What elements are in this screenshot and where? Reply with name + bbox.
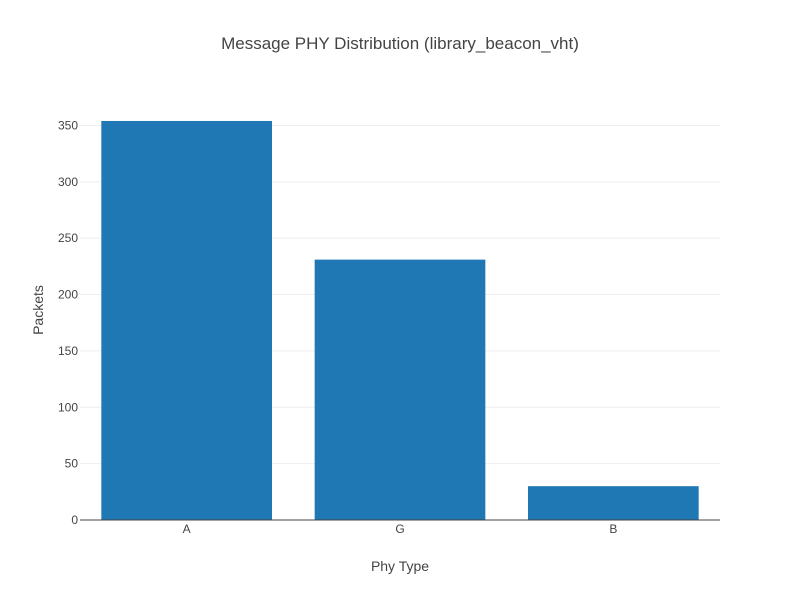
x-tick-label-B: B [609, 522, 617, 536]
x-axis-title: Phy Type [370, 558, 430, 574]
bar-A[interactable] [101, 120, 272, 520]
y-tick-label-100: 100 [58, 400, 78, 414]
x-tick-label-G: G [395, 522, 404, 536]
x-tick-label-A: A [183, 522, 191, 536]
y-tick-label-300: 300 [58, 175, 78, 189]
y-tick-label-150: 150 [58, 344, 78, 358]
bars [101, 120, 699, 520]
y-tick-label-200: 200 [58, 288, 78, 302]
y-tick-label-250: 250 [58, 231, 78, 245]
y-tick-label-350: 350 [58, 118, 78, 132]
bar-G[interactable] [314, 259, 486, 520]
y-tick-label-50: 50 [65, 457, 79, 471]
y-tick-labels: 0 50 100 150 200 250 300 350 [58, 118, 78, 527]
chart-title: Message PHY Distribution (library_beacon… [221, 34, 579, 53]
y-tick-label-0: 0 [71, 513, 78, 527]
bar-B[interactable] [528, 486, 699, 520]
